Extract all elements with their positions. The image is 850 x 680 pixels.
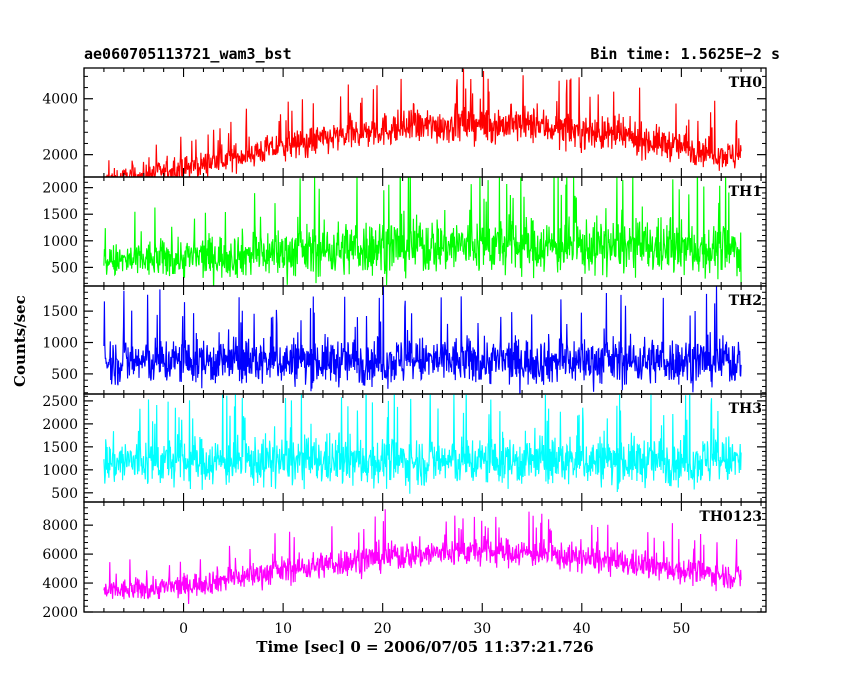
y-tick-label: 2000 <box>42 417 78 433</box>
y-tick-label: 2000 <box>42 148 78 164</box>
x-tick-label: 10 <box>274 621 292 637</box>
panel-th0123: 2000 4000 6000 8000 TH0123 <box>42 501 767 621</box>
y-tick-label: 2000 <box>42 181 78 197</box>
chart-title: ae060705113721_wam3_bst <box>84 45 292 63</box>
y-tick-label: 2000 <box>42 605 78 621</box>
y-tick-label: 2500 <box>42 394 78 410</box>
panel-th1: 500 1000 1500 2000 TH1 <box>42 176 767 287</box>
panel-th2: 500 1000 1500 TH2 <box>42 285 767 395</box>
panel-th3: 500 1000 1500 2000 2500 TH3 <box>42 393 767 503</box>
series-th0 <box>103 68 742 177</box>
x-tick-label: 40 <box>573 621 591 637</box>
series-th1 <box>103 177 742 286</box>
x-tick-label: 20 <box>374 621 392 637</box>
panel-label: TH1 <box>729 184 762 200</box>
panel-label: TH3 <box>729 401 762 417</box>
series-th3 <box>103 394 742 494</box>
x-axis-label: Time [sec] 0 = 2006/07/05 11:37:21.726 <box>256 638 594 656</box>
panel-label: TH0 <box>729 75 763 91</box>
y-tick-label: 1500 <box>42 440 78 456</box>
bin-time-label: Bin time: 1.5625E−2 s <box>590 45 780 63</box>
y-tick-label: 8000 <box>42 518 78 534</box>
panel-th0: 2000 4000 TH0 <box>42 67 767 178</box>
x-tick-label: 50 <box>672 621 690 637</box>
y-tick-label: 1500 <box>42 207 78 223</box>
panel-label: TH2 <box>729 293 762 309</box>
panel-frame <box>83 501 767 613</box>
y-tick-label: 1500 <box>42 304 78 320</box>
x-tick-label: 30 <box>473 621 491 637</box>
panel-label: TH0123 <box>699 509 762 525</box>
y-tick-label: 500 <box>51 367 78 383</box>
y-tick-label: 4000 <box>42 576 78 592</box>
y-tick-label: 1000 <box>42 234 78 250</box>
y-tick-label: 1000 <box>42 463 78 479</box>
y-tick-label: 1000 <box>42 336 78 352</box>
y-tick-label: 4000 <box>42 92 78 108</box>
x-tick-label: 0 <box>179 621 188 637</box>
y-tick-label: 500 <box>51 260 78 276</box>
y-tick-label: 500 <box>51 486 78 502</box>
series-th0123 <box>103 509 742 605</box>
series-th2 <box>103 286 742 394</box>
y-tick-label: 6000 <box>42 547 78 563</box>
y-axis-label: Counts/sec <box>11 295 29 387</box>
